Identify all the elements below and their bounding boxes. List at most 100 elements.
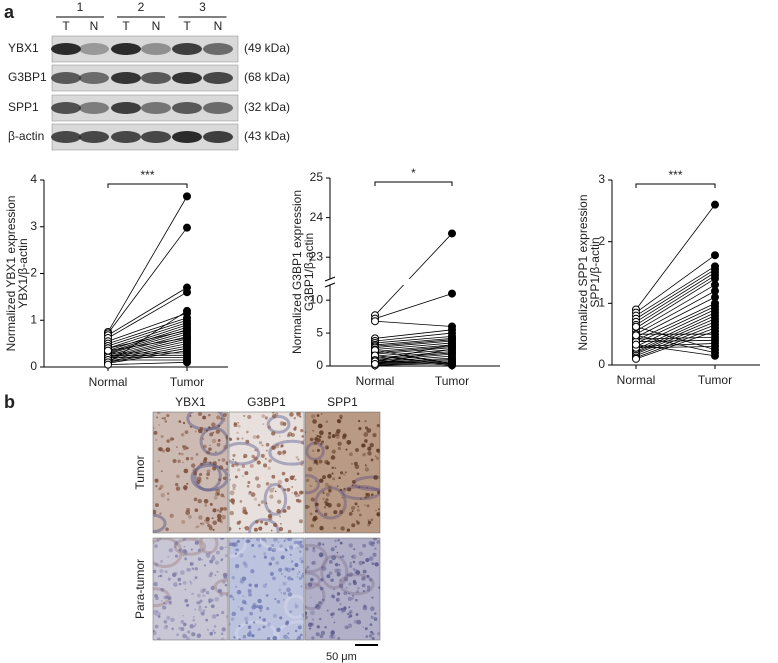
cell-nucleus: [174, 571, 178, 575]
column-header: G3BP1: [247, 395, 286, 409]
cell-nucleus: [157, 575, 160, 578]
cell-nucleus: [245, 539, 250, 544]
cell-nucleus: [187, 568, 192, 572]
protein-label: SPP1: [8, 100, 39, 114]
cell-nucleus: [354, 502, 358, 506]
cell-nucleus: [155, 438, 158, 442]
cell-nucleus: [349, 561, 352, 565]
cell-nucleus: [156, 416, 159, 419]
cell-nucleus: [189, 580, 192, 583]
cell-nucleus: [224, 554, 228, 558]
cell-nucleus: [171, 627, 174, 631]
cell-nucleus: [353, 461, 358, 466]
cell-nucleus: [366, 585, 371, 589]
cell-nucleus: [154, 562, 159, 567]
cell-nucleus: [191, 592, 194, 596]
cell-nucleus: [315, 462, 319, 466]
cell-nucleus: [372, 538, 378, 541]
cell-nucleus: [164, 570, 168, 574]
cell-nucleus: [219, 592, 224, 597]
cell-nucleus: [296, 412, 301, 417]
cell-nucleus: [368, 634, 373, 638]
blot-band: [141, 43, 171, 55]
cell-nucleus: [211, 438, 217, 444]
cell-nucleus: [238, 638, 241, 640]
cell-nucleus: [280, 555, 285, 560]
cell-nucleus: [189, 581, 193, 585]
cell-nucleus: [231, 463, 235, 468]
cell-nucleus: [332, 477, 335, 481]
pair-line: [107, 338, 188, 359]
cell-nucleus: [208, 551, 211, 554]
cell-nucleus: [310, 524, 315, 528]
cell-nucleus: [361, 583, 366, 588]
cell-nucleus: [315, 461, 319, 465]
cell-nucleus: [155, 485, 158, 488]
cell-nucleus: [289, 610, 293, 614]
cell-nucleus: [314, 509, 318, 513]
cell-nucleus: [174, 541, 179, 546]
cell-nucleus: [163, 602, 166, 605]
cell-nucleus: [351, 597, 354, 600]
cell-nucleus: [265, 583, 267, 585]
cell-nucleus: [311, 449, 315, 453]
cell-nucleus: [274, 490, 277, 493]
cell-nucleus: [158, 538, 162, 540]
pair-line: [635, 309, 716, 347]
pair-line: [107, 331, 188, 355]
cell-nucleus: [267, 547, 272, 551]
cell-nucleus: [263, 463, 268, 468]
y-tick-label: 24: [310, 210, 324, 224]
cell-nucleus: [316, 448, 320, 452]
cell-nucleus: [153, 426, 155, 430]
y-tick-label: 0: [598, 357, 605, 371]
cell-nucleus: [206, 469, 211, 474]
pair-line: [374, 340, 453, 348]
cell-nucleus: [163, 620, 168, 624]
cell-nucleus: [317, 423, 323, 429]
cell-nucleus: [216, 509, 220, 512]
cell-nucleus: [363, 432, 369, 437]
cell-nucleus: [351, 510, 354, 513]
cell-nucleus: [209, 461, 212, 464]
cell-nucleus: [305, 567, 307, 572]
cell-nucleus: [224, 546, 227, 548]
cell-nucleus: [224, 583, 228, 587]
cell-nucleus: [362, 605, 368, 611]
cell-nucleus: [267, 466, 271, 470]
cell-nucleus: [289, 475, 295, 481]
ihc-border: [304, 537, 381, 641]
pair-line: [374, 342, 453, 350]
cell-nucleus: [160, 599, 163, 602]
cell-nucleus: [207, 628, 209, 631]
cell-nucleus: [258, 616, 262, 619]
cell-nucleus: [262, 625, 265, 629]
cell-nucleus: [264, 539, 267, 543]
cell-nucleus: [296, 576, 299, 578]
cell-nucleus: [300, 574, 304, 578]
cell-nucleus: [267, 513, 273, 519]
cell-nucleus: [311, 636, 315, 640]
cell-nucleus: [218, 478, 221, 481]
cell-nucleus: [355, 448, 359, 452]
y-tick-label: 0: [30, 359, 37, 373]
cell-nucleus: [176, 474, 180, 479]
pair-line: [107, 227, 188, 334]
cell-nucleus: [225, 615, 228, 619]
normal-point: [632, 354, 640, 363]
cell-nucleus: [261, 444, 264, 447]
tumor-point: [183, 334, 191, 343]
cell-nucleus: [366, 428, 372, 433]
cell-nucleus: [229, 499, 231, 503]
cell-nucleus: [231, 611, 237, 617]
normal-point: [371, 360, 379, 369]
cell-nucleus: [369, 578, 373, 582]
cell-nucleus: [330, 455, 336, 460]
cell-nucleus: [333, 526, 337, 530]
cell-nucleus: [362, 543, 367, 548]
cell-nucleus: [223, 444, 228, 450]
cell-nucleus: [312, 462, 315, 465]
cell-nucleus: [317, 542, 322, 546]
cell-nucleus: [287, 592, 293, 597]
pair-line: [635, 275, 716, 326]
